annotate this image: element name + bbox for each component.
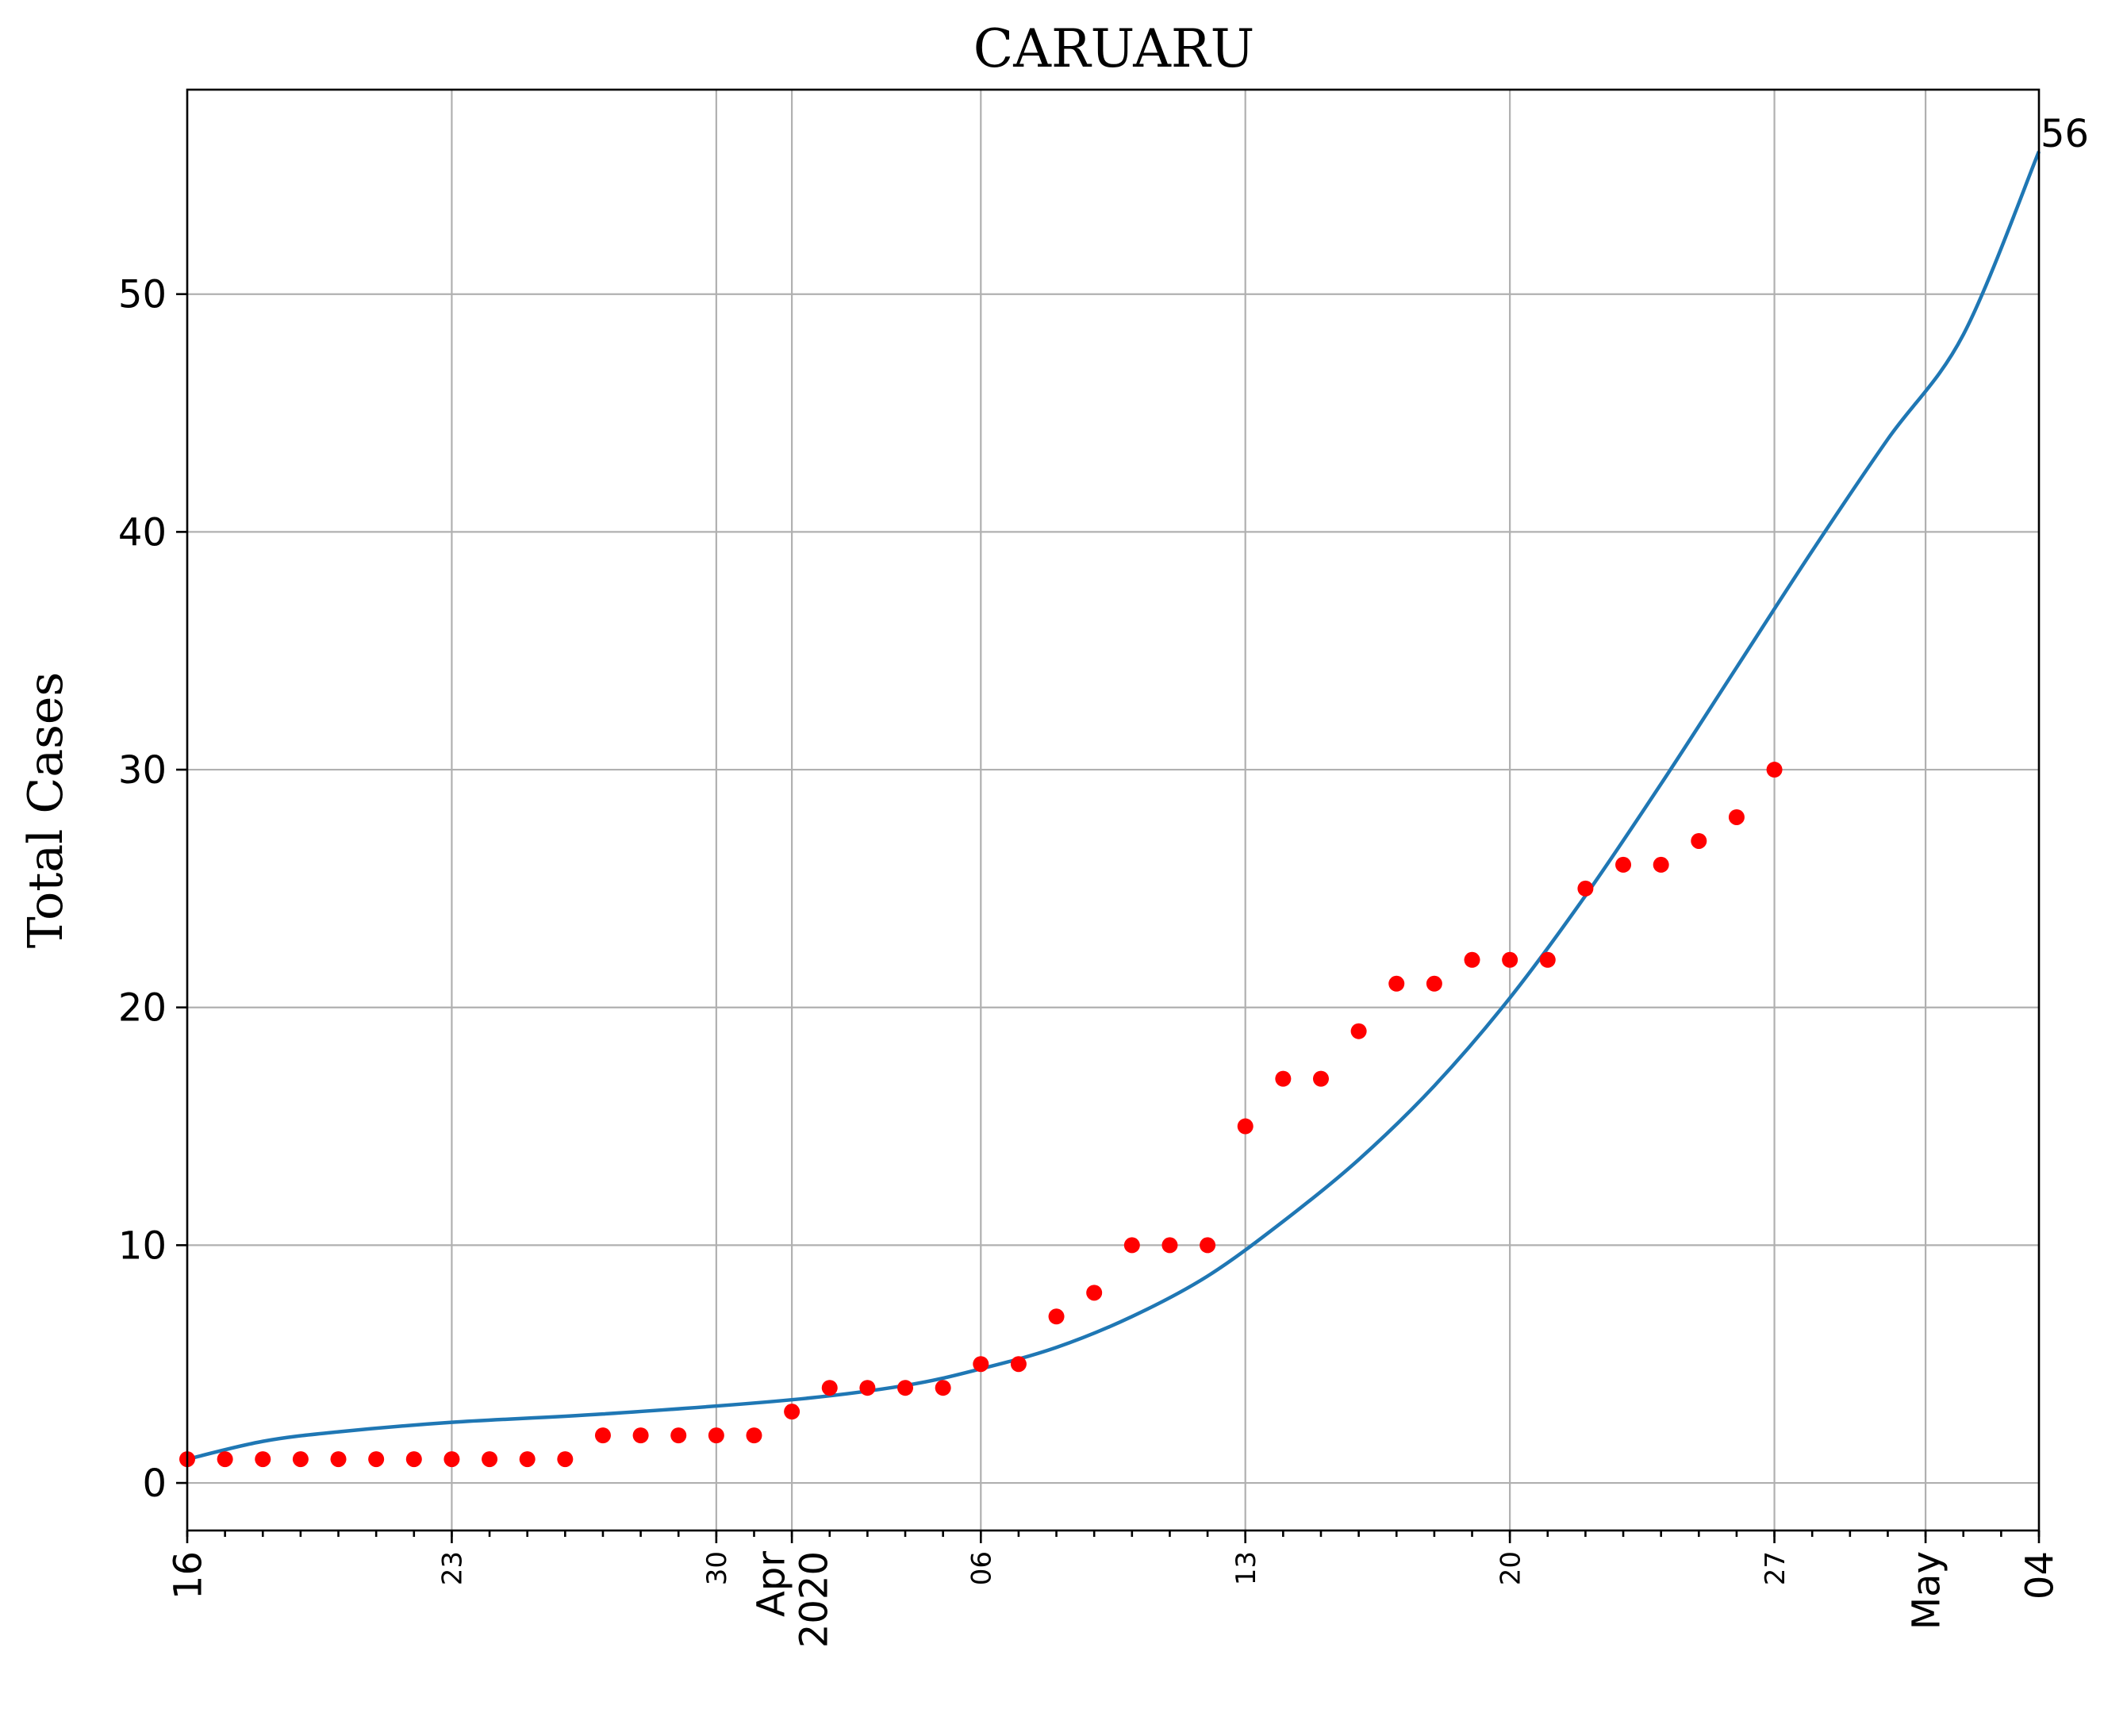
data-point bbox=[1615, 856, 1632, 873]
data-point bbox=[1200, 1237, 1216, 1254]
data-point bbox=[443, 1451, 460, 1468]
data-point bbox=[330, 1451, 347, 1468]
data-point bbox=[632, 1427, 649, 1444]
data-point bbox=[1048, 1308, 1065, 1325]
plot-frame bbox=[186, 88, 2041, 1532]
annotation-layer: 56 bbox=[2041, 112, 2089, 156]
data-point bbox=[1539, 951, 1556, 968]
data-point bbox=[1312, 1070, 1329, 1087]
y-axis-label: Total Cases bbox=[18, 672, 74, 948]
data-point bbox=[482, 1451, 498, 1468]
y-tick-label: 20 bbox=[118, 986, 167, 1031]
data-point bbox=[935, 1380, 951, 1396]
data-point bbox=[821, 1380, 838, 1396]
data-point bbox=[1123, 1237, 1140, 1254]
data-point bbox=[784, 1404, 801, 1420]
x-tick-label: 16 bbox=[166, 1551, 210, 1600]
data-point bbox=[1388, 975, 1405, 992]
x-tick-label: Apr bbox=[749, 1551, 793, 1617]
data-point bbox=[1653, 856, 1669, 873]
data-point bbox=[973, 1356, 989, 1373]
data-point bbox=[217, 1451, 233, 1468]
y-tick-label: 10 bbox=[118, 1223, 167, 1268]
data-point bbox=[405, 1451, 422, 1468]
x-tick-label: 2020 bbox=[792, 1551, 836, 1648]
data-point bbox=[1464, 951, 1480, 968]
data-point bbox=[1426, 975, 1442, 992]
data-point bbox=[1502, 951, 1518, 968]
data-point bbox=[1161, 1237, 1178, 1254]
data-point bbox=[1275, 1070, 1292, 1087]
y-tick-label: 40 bbox=[118, 510, 167, 555]
data-point bbox=[557, 1451, 574, 1468]
data-point bbox=[897, 1380, 914, 1396]
data-point bbox=[708, 1427, 724, 1444]
data-point bbox=[1728, 808, 1745, 825]
data-point bbox=[746, 1427, 762, 1444]
x-tick-label: May bbox=[1904, 1551, 1948, 1630]
data-point bbox=[519, 1451, 536, 1468]
data-point bbox=[368, 1451, 385, 1468]
x-tick-label: 06 bbox=[966, 1551, 998, 1585]
grid-layer bbox=[186, 90, 2041, 1531]
y-tick-label: 0 bbox=[142, 1461, 167, 1506]
data-point bbox=[1237, 1118, 1254, 1135]
data-point bbox=[1577, 880, 1594, 897]
y-axis: 0 10 20 30 40 50 bbox=[118, 273, 187, 1506]
chart-title: CARUARU bbox=[973, 18, 1254, 79]
data-point bbox=[292, 1451, 309, 1468]
x-tick-label: 20 bbox=[1495, 1551, 1526, 1585]
end-value-annotation: 56 bbox=[2041, 112, 2089, 156]
data-point bbox=[1086, 1285, 1103, 1301]
data-point bbox=[670, 1427, 687, 1444]
data-point bbox=[1766, 762, 1783, 778]
data-point bbox=[1691, 832, 1707, 849]
data-point bbox=[594, 1427, 611, 1444]
x-tick-label: 30 bbox=[701, 1551, 733, 1585]
y-tick-label: 50 bbox=[118, 273, 167, 317]
data-point bbox=[1350, 1023, 1367, 1039]
data-point bbox=[1010, 1356, 1027, 1373]
fit-curve-line bbox=[186, 151, 2041, 1461]
series-layer bbox=[179, 151, 2041, 1468]
x-tick-label: 27 bbox=[1760, 1551, 1791, 1585]
x-tick-label: 23 bbox=[437, 1551, 469, 1585]
data-point bbox=[255, 1451, 271, 1468]
data-point bbox=[859, 1380, 876, 1396]
y-tick-label: 30 bbox=[118, 748, 167, 793]
x-tick-label: 13 bbox=[1231, 1551, 1262, 1585]
x-tick-label: 04 bbox=[2018, 1551, 2062, 1600]
